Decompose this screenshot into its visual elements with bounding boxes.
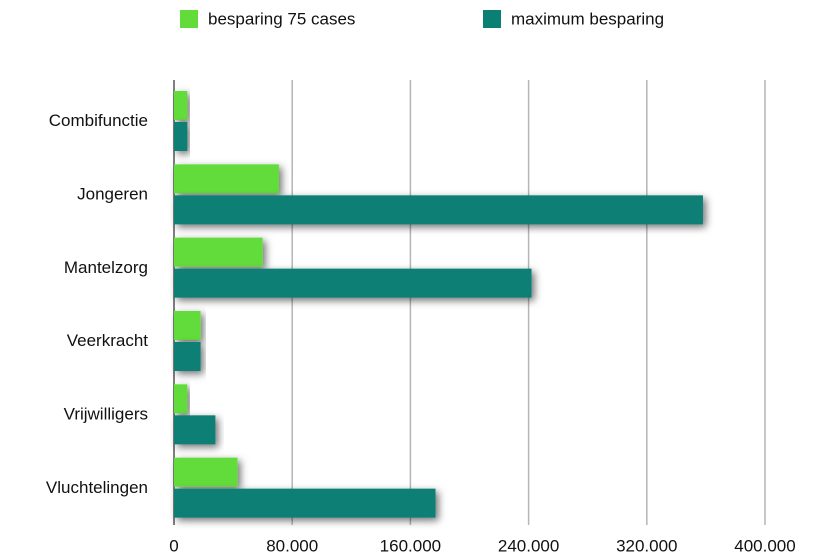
x-tick-label: 400.000 [734, 536, 795, 555]
legend-label: besparing 75 cases [208, 9, 355, 28]
bar [174, 268, 532, 298]
y-tick-label: Mantelzorg [64, 258, 148, 277]
bar [174, 164, 279, 194]
x-tick-label: 160.000 [380, 536, 441, 555]
x-tick-label: 240.000 [498, 536, 559, 555]
x-tick-label: 0 [169, 536, 178, 555]
y-tick-label: Veerkracht [67, 331, 149, 350]
x-tick-label: 320.000 [616, 536, 677, 555]
bar [174, 457, 238, 487]
bar [174, 488, 436, 518]
bar [174, 384, 188, 414]
bar [174, 237, 263, 267]
y-tick-label: Combifunctie [49, 111, 148, 130]
y-tick-label: Vluchtelingen [46, 478, 148, 497]
legend-label: maximum besparing [511, 9, 664, 28]
bar [174, 342, 201, 371]
x-tick-label: 80.000 [266, 536, 318, 555]
y-tick-label: Jongeren [77, 184, 148, 203]
legend-swatch [483, 10, 501, 28]
bar [174, 195, 703, 225]
legend-swatch [180, 10, 198, 28]
bar [174, 311, 201, 340]
bar [174, 415, 216, 445]
bar [174, 91, 188, 120]
y-tick-label: Vrijwilligers [64, 404, 148, 423]
bar [174, 122, 188, 151]
